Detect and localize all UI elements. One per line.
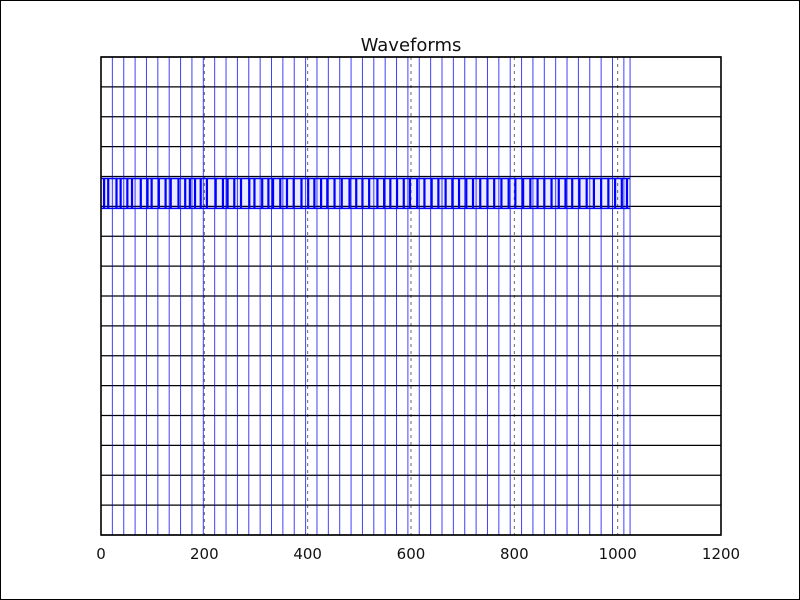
x-tick-label: 0 bbox=[96, 545, 106, 563]
x-tick-label: 1000 bbox=[599, 545, 637, 563]
x-tick-label: 200 bbox=[190, 545, 219, 563]
x-tick-label: 400 bbox=[293, 545, 322, 563]
chart-title: Waveforms bbox=[361, 35, 462, 56]
x-tick-label: 1200 bbox=[702, 545, 740, 563]
x-tick-label: 800 bbox=[500, 545, 529, 563]
x-tick-label: 600 bbox=[397, 545, 426, 563]
plot-frame bbox=[100, 56, 722, 536]
